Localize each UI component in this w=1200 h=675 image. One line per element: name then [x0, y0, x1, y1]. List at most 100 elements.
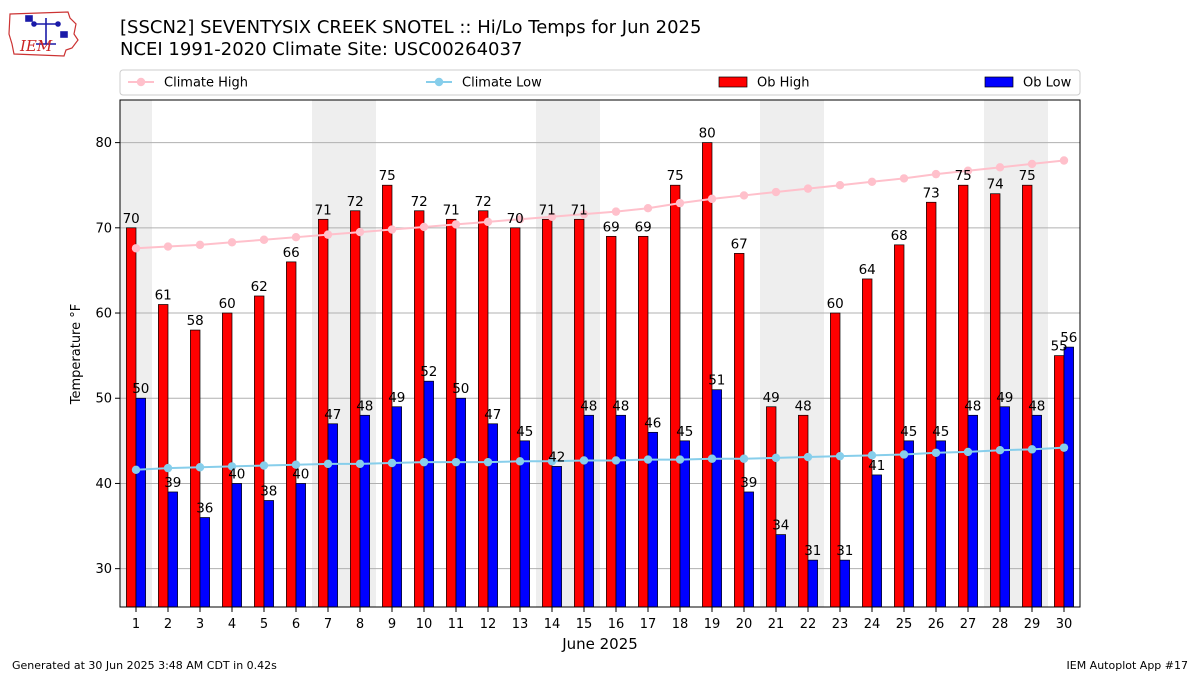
legend: Climate High Climate Low Ob High Ob Low: [119, 69, 1081, 96]
ob-low-bar-day-2: [167, 491, 178, 608]
ob-high-bar-day-24: [862, 278, 873, 608]
ob-low-bar-day-13: [519, 440, 530, 608]
ob-high-label-day-28: 74: [987, 177, 1004, 193]
ob-low-label-day-14: 42: [548, 449, 565, 465]
ob-low-label-day-11: 50: [452, 381, 469, 397]
ob-low-bar-day-5: [263, 500, 274, 608]
ob-high-bar-day-4: [222, 312, 233, 608]
ob-low-label-day-10: 52: [420, 364, 437, 380]
x-tick-label-6: 6: [292, 617, 300, 632]
ob-high-label-day-19: 80: [699, 126, 716, 142]
ob-high-label-day-1: 70: [123, 211, 140, 227]
ob-low-bar-day-1: [135, 397, 146, 608]
climate-low-point-day-21: [771, 453, 781, 463]
climate-high-point-day-8: [355, 227, 365, 237]
climate-low-point-day-26: [931, 448, 941, 457]
ob-low-label-day-7: 47: [324, 407, 341, 423]
ob-high-bar-day-29: [1022, 184, 1033, 608]
climate-low-point-day-8: [355, 459, 365, 469]
x-tick-label-2: 2: [164, 617, 172, 632]
x-tick-label-5: 5: [260, 617, 268, 632]
ob-high-label-day-8: 72: [347, 194, 364, 210]
legend-swatch-ob-high: [718, 76, 748, 88]
climate-high-point-day-3: [195, 240, 205, 250]
climate-low-point-day-11: [451, 457, 461, 467]
climate-low-point-day-19: [707, 454, 717, 463]
ob-low-label-day-21: 34: [772, 518, 789, 534]
climate-high-point-day-25: [899, 174, 909, 183]
climate-low-point-day-15: [579, 456, 589, 465]
ob-high-bar-day-21: [766, 406, 777, 608]
ob-low-bar-day-4: [231, 483, 242, 608]
climate-low-point-day-29: [1027, 445, 1037, 454]
ob-low-label-day-16: 48: [612, 398, 629, 414]
x-tick-label-26: 26: [928, 617, 945, 632]
x-tick-label-11: 11: [448, 617, 465, 632]
legend-label-ob-high: Ob High: [757, 76, 810, 91]
climate-low-point-day-14: [547, 457, 557, 466]
ob-low-bar-day-10: [423, 380, 434, 608]
ob-low-bar-day-23: [839, 559, 850, 608]
ob-high-label-day-9: 75: [379, 168, 396, 184]
ob-high-bar-day-5: [254, 295, 265, 608]
x-tick-label-17: 17: [640, 617, 657, 632]
x-tick-label-16: 16: [608, 617, 625, 632]
climate-low-point-day-20: [739, 454, 749, 463]
ob-low-bar-day-8: [359, 414, 370, 608]
ob-high-label-day-14: 71: [539, 202, 556, 218]
legend-label-climate-high: Climate High: [164, 76, 248, 91]
ob-low-label-day-28: 49: [996, 390, 1013, 406]
climate-high-point-day-21: [771, 187, 781, 197]
ob-low-label-day-9: 49: [388, 390, 405, 406]
climate-low-point-day-4: [227, 462, 237, 471]
ob-high-label-day-15: 71: [571, 202, 588, 218]
ob-low-label-day-5: 38: [260, 483, 277, 499]
ob-low-bar-day-21: [775, 534, 786, 608]
ob-low-bar-day-12: [487, 423, 498, 608]
ob-low-bar-day-3: [199, 517, 210, 608]
x-tick-label-3: 3: [196, 617, 204, 632]
iem-logo: IEM: [6, 4, 82, 60]
ob-high-label-day-22: 48: [795, 398, 812, 414]
ob-high-label-day-18: 75: [667, 168, 684, 184]
ob-high-label-day-29: 75: [1019, 168, 1036, 184]
y-tick-label-30: 30: [95, 562, 112, 577]
x-tick-label-19: 19: [704, 617, 721, 632]
climate-low-point-day-16: [611, 456, 621, 465]
plot-frame: [119, 99, 1081, 608]
ob-high-bar-day-14: [542, 218, 553, 608]
ob-low-bar-day-19: [711, 389, 722, 608]
climate-high-point-day-24: [867, 177, 877, 187]
ob-high-label-day-13: 70: [507, 211, 524, 227]
climate-high-point-day-28: [995, 163, 1005, 172]
ob-low-label-day-29: 48: [1028, 398, 1045, 414]
ob-high-label-day-23: 60: [827, 296, 844, 312]
climate-low-point-day-17: [643, 455, 653, 464]
climate-high-point-day-14: [547, 212, 557, 221]
legend-marker-climate-low: [434, 77, 444, 87]
climate-low-point-day-18: [675, 455, 685, 464]
climate-low-point-day-1: [131, 465, 141, 475]
ob-low-label-day-24: 41: [868, 458, 885, 474]
climate-low-point-day-9: [387, 458, 397, 468]
ob-low-bar-day-29: [1031, 414, 1042, 608]
y-tick-label-70: 70: [95, 221, 112, 236]
ob-low-label-day-1: 50: [132, 381, 149, 397]
x-tick-label-14: 14: [544, 617, 561, 632]
ob-low-label-day-3: 36: [196, 501, 213, 517]
climate-low-point-day-22: [803, 452, 813, 462]
ob-low-bar-day-15: [583, 414, 594, 608]
ob-low-bar-day-7: [327, 423, 338, 608]
ob-low-label-day-26: 45: [932, 424, 949, 440]
x-tick-label-28: 28: [992, 617, 1009, 632]
climate-high-point-day-30: [1059, 156, 1069, 165]
climate-high-line: [135, 159, 1065, 250]
x-axis-label: June 2025: [561, 635, 638, 653]
climate-high-point-day-15: [579, 209, 589, 219]
x-tick-label-24: 24: [864, 617, 881, 632]
ob-low-label-day-13: 45: [516, 424, 533, 440]
ob-high-bar-day-30: [1054, 355, 1065, 608]
climate-high-point-day-10: [419, 222, 429, 232]
climate-low-point-day-27: [963, 447, 973, 457]
climate-low-point-day-25: [899, 450, 909, 459]
